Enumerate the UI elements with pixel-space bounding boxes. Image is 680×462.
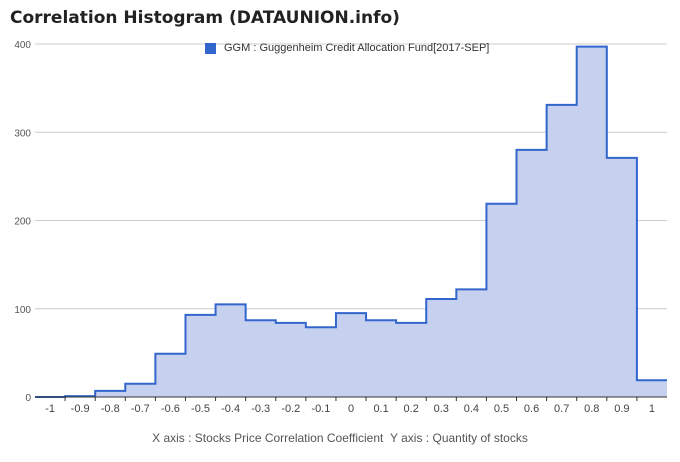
legend[interactable]: GGM : Guggenheim Credit Allocation Fund[… <box>205 42 489 54</box>
x-tick-label: 0.8 <box>584 403 599 415</box>
y-tick-label: 200 <box>14 217 31 228</box>
histogram-bin <box>336 313 366 397</box>
x-tick-label: 0.2 <box>404 403 419 415</box>
histogram-bin <box>486 204 516 397</box>
x-tick-label: 0.9 <box>614 403 629 415</box>
histogram-bin <box>607 158 637 397</box>
x-tick-label: -0.9 <box>71 403 90 415</box>
histogram-line <box>35 45 667 398</box>
x-tick-label: 1 <box>649 403 655 415</box>
histogram-bin <box>216 304 246 397</box>
x-tick-label: -0.7 <box>131 403 150 415</box>
x-tick-label: 0.3 <box>434 403 449 415</box>
y-axis-label: Y axis : Quantity of stocks <box>390 431 528 445</box>
histogram-bin <box>456 289 486 397</box>
chart-title: Correlation Histogram (DATAUNION.info) <box>10 8 400 28</box>
x-tick-label: 0.5 <box>494 403 509 415</box>
histogram-bin <box>95 391 125 397</box>
y-tick-label: 400 <box>14 40 31 51</box>
histogram-bin <box>396 323 426 397</box>
x-tick-label: 0.7 <box>554 403 569 415</box>
histogram-bin <box>306 327 336 397</box>
x-tick-label: 0.1 <box>373 403 388 415</box>
x-tick-label: -0.8 <box>101 403 120 415</box>
histogram-bin <box>185 315 215 397</box>
histogram-bin <box>155 354 185 397</box>
y-tick-label: 0 <box>25 393 31 404</box>
legend-label: GGM : Guggenheim Credit Allocation Fund[… <box>224 42 490 54</box>
x-tick-label: -0.2 <box>281 403 300 415</box>
histogram-bin <box>276 323 306 397</box>
histogram-bin <box>246 320 276 397</box>
histogram-bin <box>125 384 155 397</box>
histogram-bin <box>577 47 607 397</box>
x-tick-label: 0 <box>348 403 354 415</box>
x-tick-label: 0.6 <box>524 403 539 415</box>
x-axis-label: X axis : Stocks Price Correlation Coeffi… <box>152 431 384 445</box>
x-tick-label: -0.3 <box>251 403 270 415</box>
y-tick-label: 100 <box>14 305 31 316</box>
legend-swatch <box>205 42 216 54</box>
axis-description: X axis : Stocks Price Correlation Coeffi… <box>0 431 680 445</box>
x-tick-label: -0.6 <box>161 403 180 415</box>
x-tick-label: -1 <box>45 403 55 415</box>
y-tick-label: 300 <box>14 128 31 139</box>
x-tick-label: -0.5 <box>191 403 210 415</box>
x-tick-label: 0.4 <box>464 403 479 415</box>
histogram-bin <box>517 150 547 397</box>
histogram-area <box>35 46 667 398</box>
histogram-bin <box>426 299 456 397</box>
x-tick-label: -0.4 <box>221 403 240 415</box>
histogram-bin <box>547 105 577 397</box>
histogram-bin <box>637 380 667 397</box>
histogram-bin <box>366 320 396 397</box>
x-tick-label: -0.1 <box>311 403 330 415</box>
